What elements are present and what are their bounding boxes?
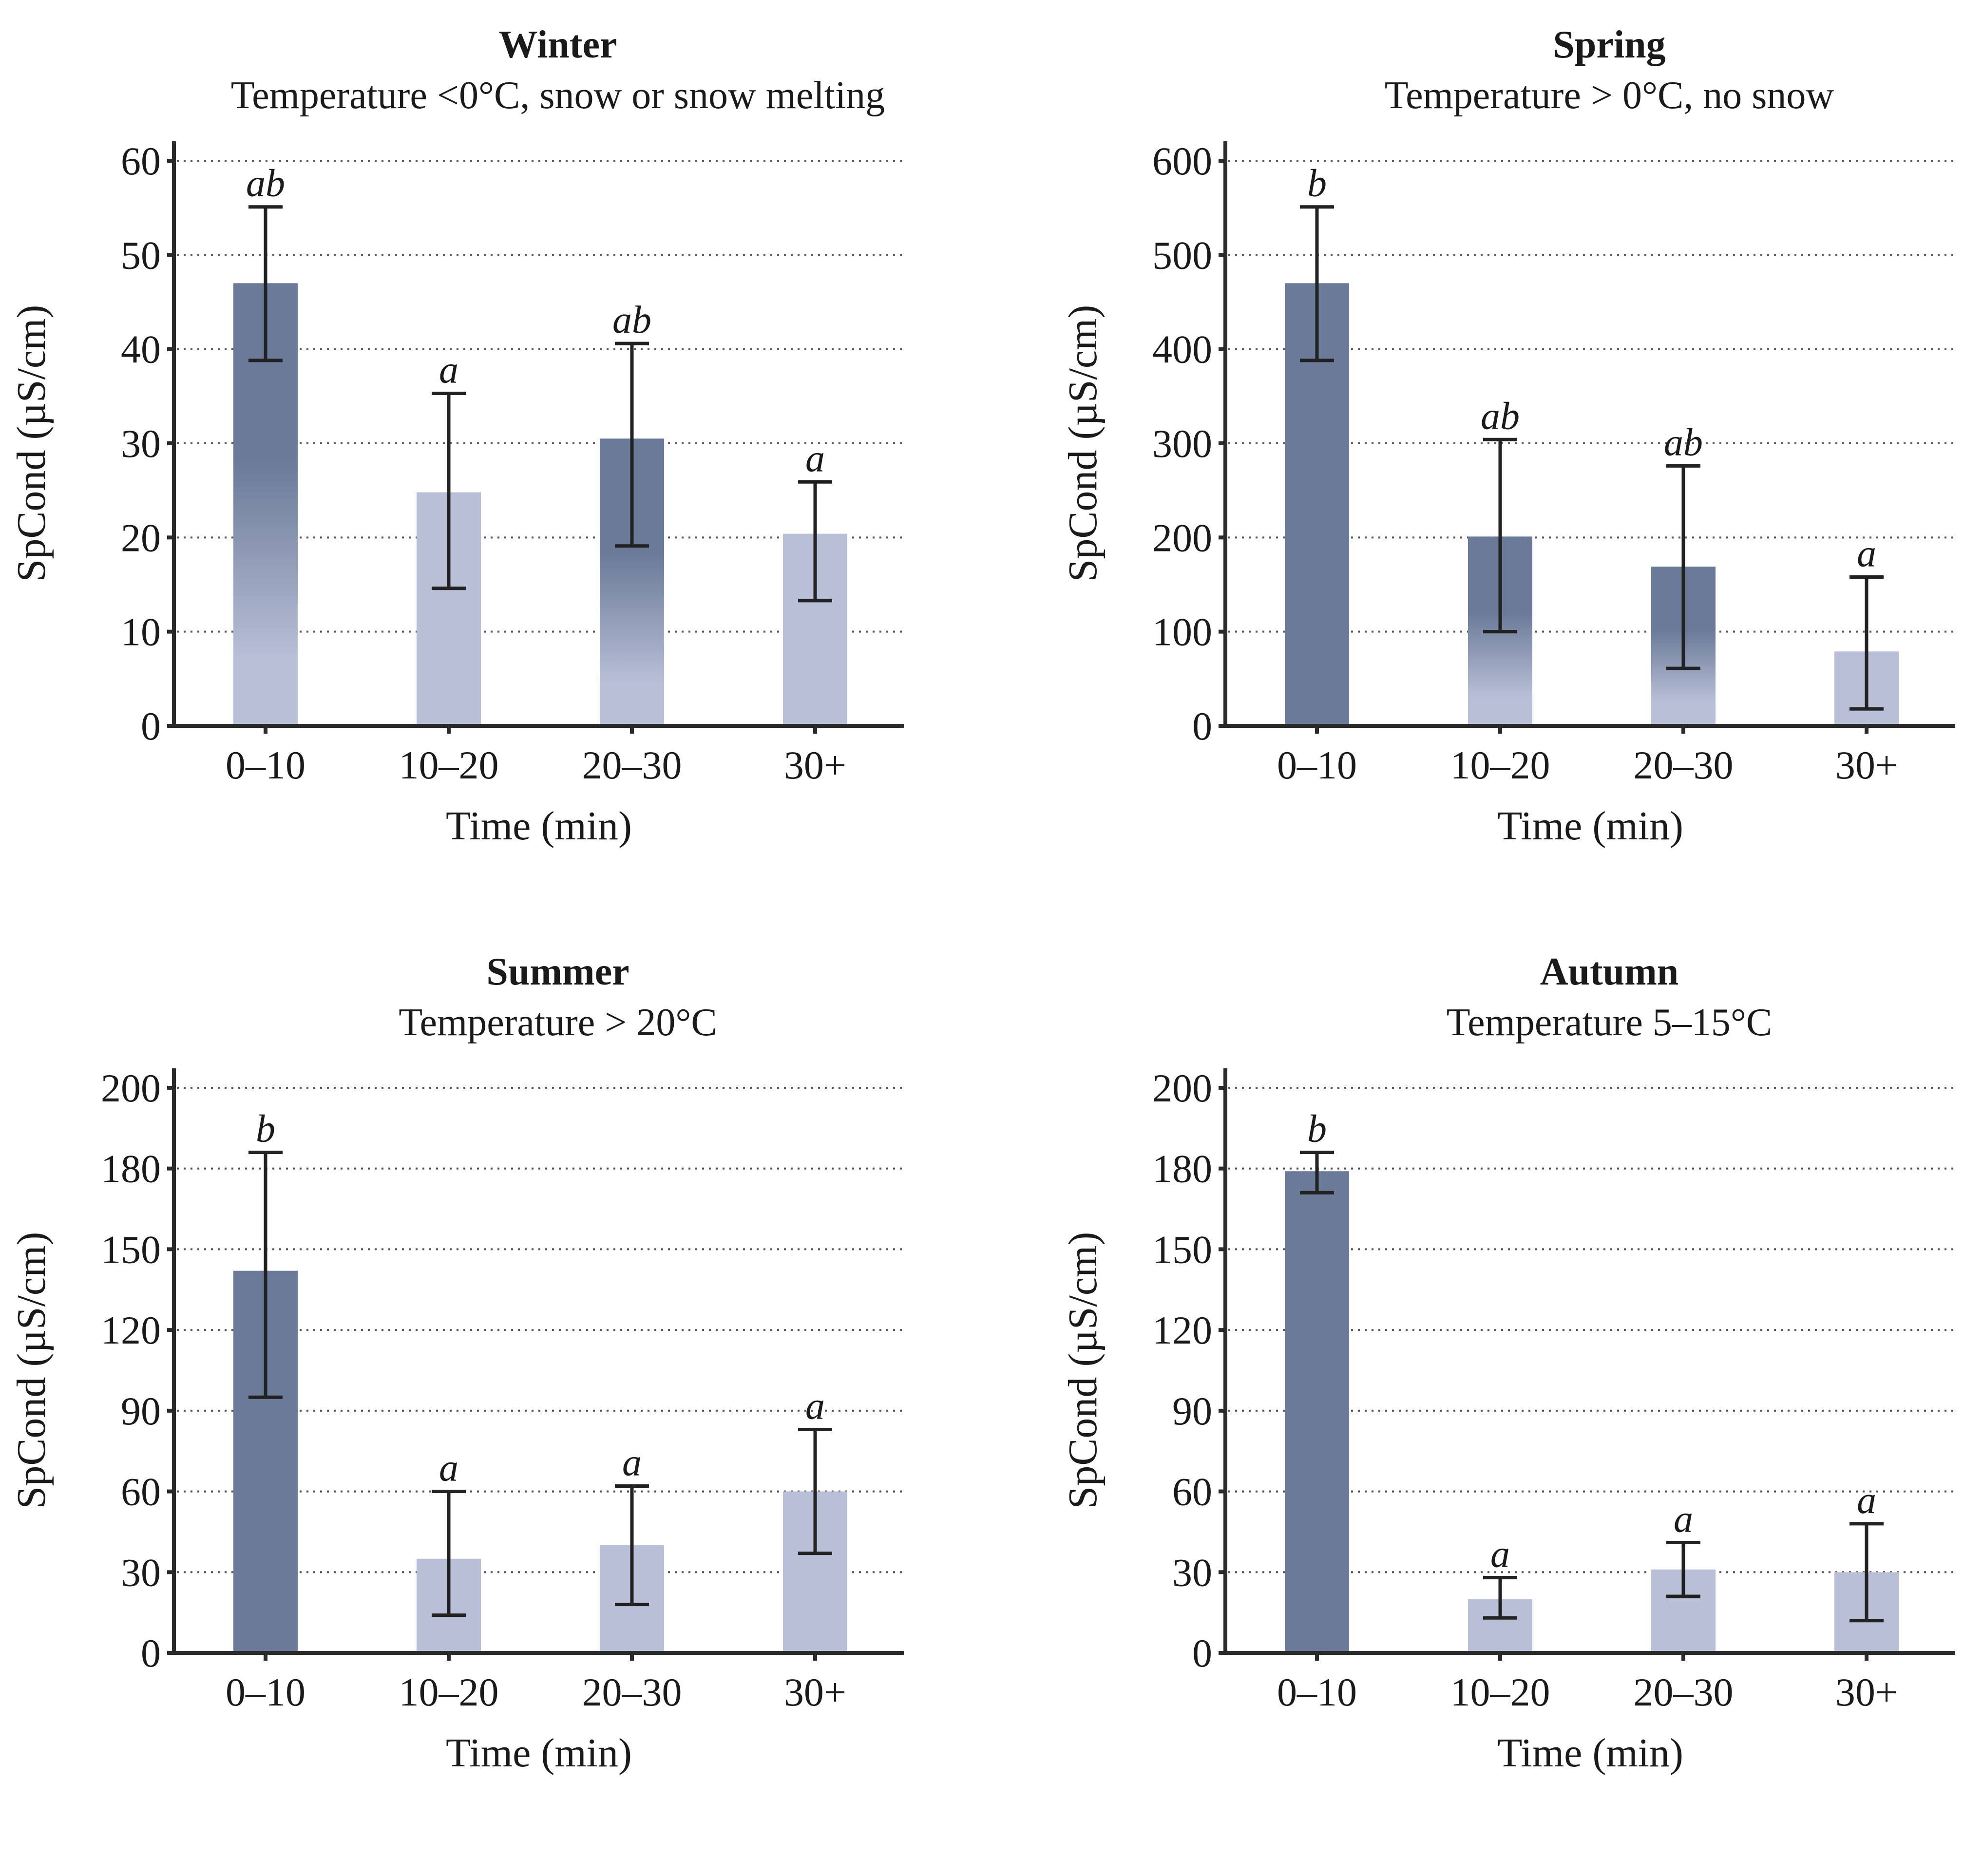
chart-autumn: Autumn Temperature 5–15°C 0 30 60 90 120 150 180… xyxy=(1060,950,1955,1776)
x-tick-label: 10–20 xyxy=(1450,743,1550,787)
significance-label: a xyxy=(805,1385,825,1428)
y-tick-label: 30 xyxy=(121,421,161,466)
y-tick-label: 400 xyxy=(1152,327,1212,372)
y-tick-label: 200 xyxy=(1152,1066,1212,1110)
x-tick-label: 30+ xyxy=(784,743,846,787)
y-tick-label: 0 xyxy=(141,704,161,748)
chart-subtitle: Temperature 5–15°C xyxy=(1447,1001,1772,1044)
significance-label: a xyxy=(1857,532,1876,575)
chart-title: Winter xyxy=(499,23,617,66)
y-tick-label: 0 xyxy=(1192,704,1212,748)
y-tick-label: 50 xyxy=(121,233,161,277)
chart-title: Autumn xyxy=(1540,950,1679,993)
y-axis-label: SpCond (µS/cm) xyxy=(1060,305,1106,582)
y-tick-label: 120 xyxy=(1152,1308,1212,1352)
chart-spring: Spring Temperature > 0°C, no snow 0 100 200 3… xyxy=(1060,23,1955,849)
chart-winter: Winter Temperature <0°C, snow or snow mel… xyxy=(9,23,904,849)
significance-label: b xyxy=(1307,1108,1327,1151)
x-axis-label: Time (min) xyxy=(1497,1730,1683,1776)
significance-label: a xyxy=(622,1441,642,1484)
chart-title: Spring xyxy=(1553,23,1665,66)
y-tick-label: 60 xyxy=(1172,1470,1212,1514)
x-tick-label: 20–30 xyxy=(1634,743,1734,787)
chart-title: Summer xyxy=(486,950,629,993)
y-tick-label: 60 xyxy=(121,1470,161,1514)
y-tick-label: 180 xyxy=(101,1147,161,1191)
y-tick-label: 100 xyxy=(1152,610,1212,654)
significance-label: a xyxy=(1674,1498,1693,1541)
y-axis-label: SpCond (µS/cm) xyxy=(9,1232,54,1509)
significance-label: ab xyxy=(612,299,651,341)
bar-0–10 xyxy=(1285,1171,1349,1653)
chart-subtitle: Temperature > 20°C xyxy=(399,1001,717,1044)
significance-label: ab xyxy=(1481,395,1520,437)
y-axis-label: SpCond (µS/cm) xyxy=(9,305,54,582)
y-tick-label: 150 xyxy=(1152,1227,1212,1271)
x-tick-label: 0–10 xyxy=(1277,1670,1357,1714)
x-tick-label: 30+ xyxy=(1835,1670,1898,1714)
y-tick-label: 300 xyxy=(1152,421,1212,466)
significance-label: b xyxy=(256,1108,275,1151)
y-tick-label: 500 xyxy=(1152,233,1212,277)
y-tick-label: 200 xyxy=(101,1066,161,1110)
x-tick-label: 0–10 xyxy=(226,1670,305,1714)
significance-label: a xyxy=(439,349,458,392)
y-tick-label: 40 xyxy=(121,327,161,372)
significance-label: ab xyxy=(246,162,285,205)
x-axis-label: Time (min) xyxy=(446,1730,632,1776)
y-tick-label: 120 xyxy=(101,1308,161,1352)
x-tick-label: 20–30 xyxy=(582,743,682,787)
x-axis-label: Time (min) xyxy=(1497,803,1683,849)
x-tick-label: 30+ xyxy=(784,1670,846,1714)
chart-subtitle: Temperature <0°C, snow or snow melting xyxy=(231,74,885,117)
significance-label: b xyxy=(1307,162,1327,205)
y-tick-label: 90 xyxy=(121,1389,161,1433)
y-tick-label: 30 xyxy=(1172,1550,1212,1594)
y-tick-label: 30 xyxy=(121,1550,161,1594)
significance-label: a xyxy=(805,437,825,480)
y-tick-label: 180 xyxy=(1152,1147,1212,1191)
significance-label: a xyxy=(1490,1533,1510,1575)
significance-label: ab xyxy=(1664,421,1703,464)
chart-summer: Summer Temperature > 20°C 0 30 60 90 120 150 180… xyxy=(9,950,904,1776)
x-tick-label: 0–10 xyxy=(226,743,305,787)
x-tick-label: 20–30 xyxy=(582,1670,682,1714)
y-tick-label: 0 xyxy=(1192,1631,1212,1675)
x-axis-label: Time (min) xyxy=(446,803,632,849)
significance-label: a xyxy=(1857,1479,1876,1522)
x-tick-label: 0–10 xyxy=(1277,743,1357,787)
x-tick-label: 10–20 xyxy=(1450,1670,1550,1714)
y-tick-label: 150 xyxy=(101,1227,161,1271)
x-tick-label: 20–30 xyxy=(1634,1670,1734,1714)
chart-subtitle: Temperature > 0°C, no snow xyxy=(1385,74,1834,117)
x-tick-label: 10–20 xyxy=(399,1670,499,1714)
y-tick-label: 60 xyxy=(121,139,161,183)
y-axis-label: SpCond (µS/cm) xyxy=(1060,1232,1106,1509)
y-tick-label: 200 xyxy=(1152,515,1212,560)
significance-label: a xyxy=(439,1447,458,1490)
y-tick-label: 90 xyxy=(1172,1389,1212,1433)
y-tick-label: 0 xyxy=(141,1631,161,1675)
y-tick-label: 10 xyxy=(121,610,161,654)
y-tick-label: 600 xyxy=(1152,139,1212,183)
x-tick-label: 30+ xyxy=(1835,743,1898,787)
y-tick-label: 20 xyxy=(121,515,161,560)
x-tick-label: 10–20 xyxy=(399,743,499,787)
